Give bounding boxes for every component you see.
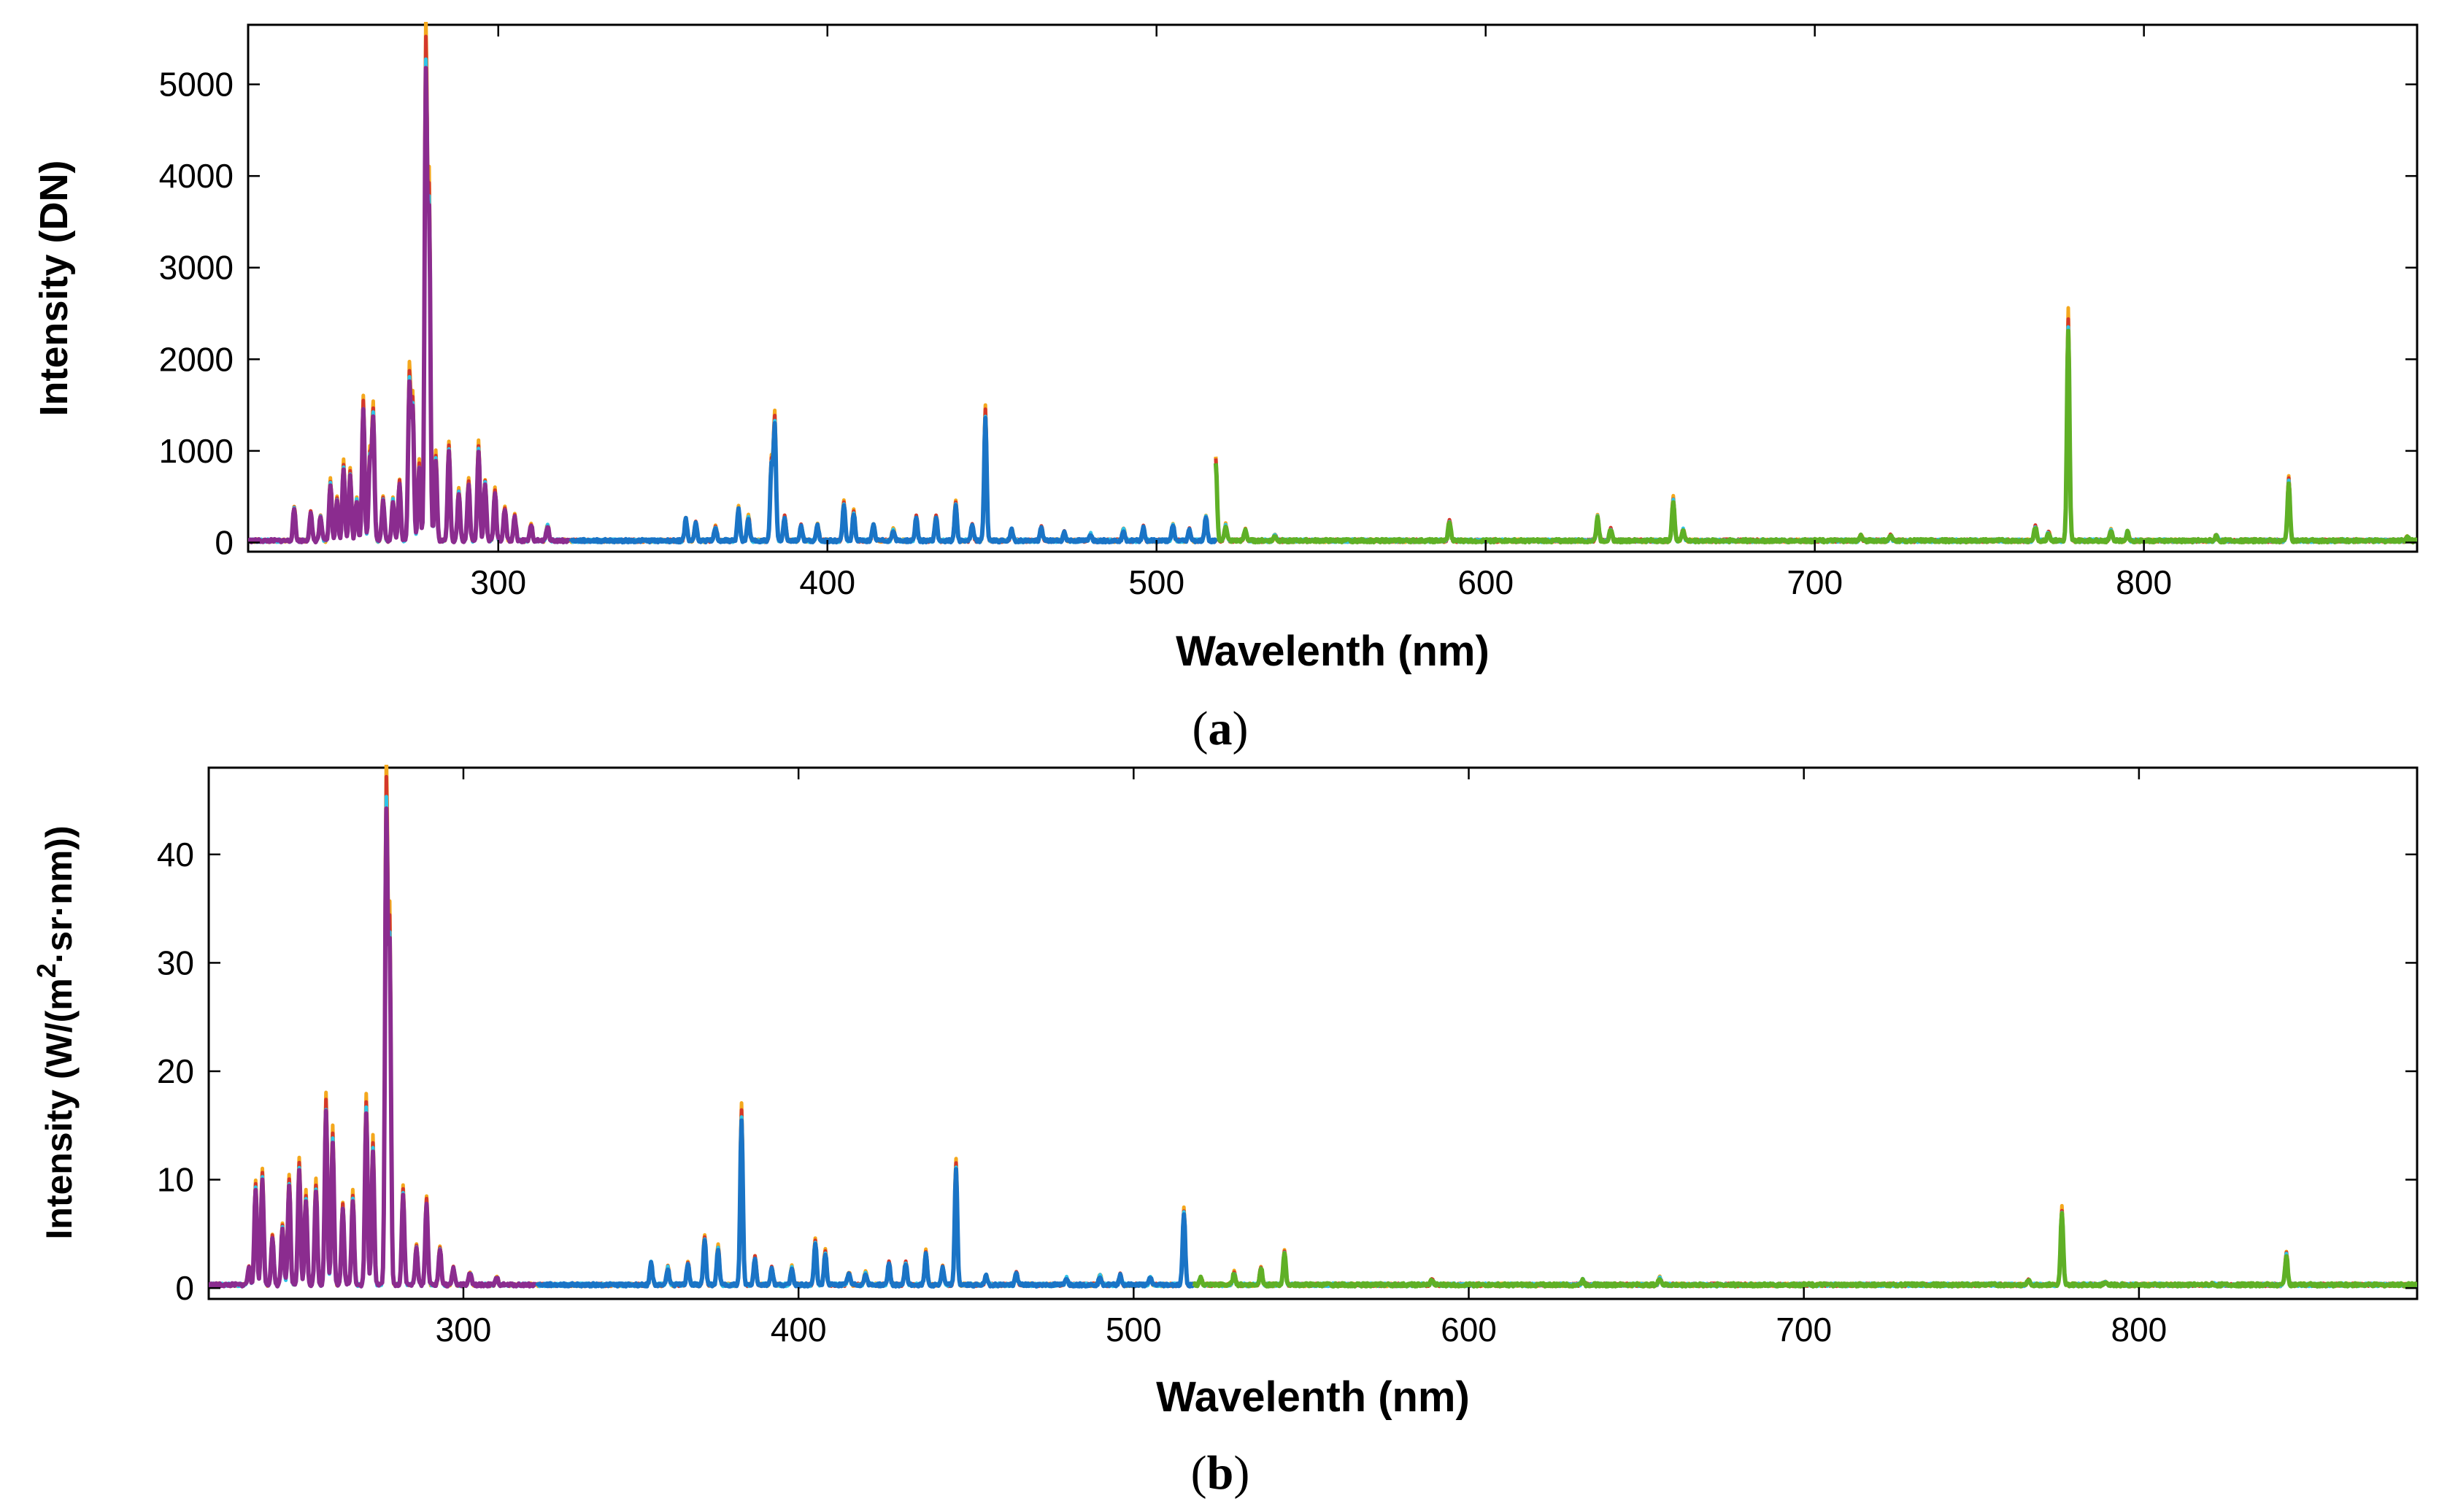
spectrum-blue xyxy=(535,1101,1196,1289)
panel-b-y-axis-label-suffix: ·sr·nm)) xyxy=(39,825,80,963)
panel-b-ticks xyxy=(209,768,2417,1299)
panel-a-spectra xyxy=(248,22,2417,545)
x-tick-label: 300 xyxy=(436,1311,492,1349)
y-tick-label: 5000 xyxy=(159,66,234,104)
y-tick-label: 1000 xyxy=(159,432,234,470)
y-tick-label: 3000 xyxy=(159,249,234,287)
y-tick-label: 30 xyxy=(157,944,194,981)
spectrum-blue xyxy=(569,403,1218,545)
panel-b-caption-close: ) xyxy=(1233,1446,1249,1500)
panel-b-x-axis-label: Wavelenth (nm) xyxy=(1156,1373,1470,1421)
spectrum-green xyxy=(1192,1203,2417,1289)
panel-b-y-axis-label-superscript: 2 xyxy=(31,963,61,978)
main-trace xyxy=(535,1118,1196,1289)
panel-a-caption-close: ) xyxy=(1233,702,1249,755)
main-trace xyxy=(569,415,1218,545)
x-tick-label: 400 xyxy=(799,563,855,601)
panel-a-y-axis-label: Intensity (DN) xyxy=(32,161,76,417)
panel-b-y-axis-label: Intensity (W/(m2·sr·nm)) xyxy=(31,825,80,1239)
x-tick-label: 600 xyxy=(1457,563,1514,601)
panel-a-caption-letter: a xyxy=(1209,702,1233,755)
x-tick-label: 700 xyxy=(1787,563,1843,601)
panel-b: 300 400 500 600 700 800 0 10 20 30 40 Wavelenth (… xyxy=(31,765,2419,1500)
panel-b-plot-frame xyxy=(207,766,2419,1300)
main-trace xyxy=(248,66,572,544)
y-tick-label: 40 xyxy=(157,836,194,873)
spectrum-green xyxy=(1213,306,2417,545)
main-trace xyxy=(1213,328,2417,545)
x-tick-label: 800 xyxy=(2111,1311,2168,1349)
spectrum-magenta xyxy=(209,765,539,1289)
spectrum-magenta xyxy=(248,22,572,544)
y-tick-label: 0 xyxy=(175,1269,194,1307)
y-tick-label: 2000 xyxy=(159,340,234,378)
panel-a-x-tick-labels: 300 400 500 600 700 800 xyxy=(470,563,2172,601)
panel-a-caption: (a) xyxy=(1192,702,1249,755)
panel-b-caption-open: ( xyxy=(1191,1446,1207,1500)
panel-a-series-group xyxy=(248,22,2417,545)
x-tick-label: 800 xyxy=(2116,563,2172,601)
x-tick-label: 300 xyxy=(470,563,526,601)
panel-b-y-axis-label-main: Intensity (W/(m xyxy=(39,978,80,1239)
main-trace xyxy=(1192,1211,2417,1289)
panel-a-ticks xyxy=(248,25,2417,552)
panel-a-x-axis-label: Wavelenth (nm) xyxy=(1176,628,1490,675)
x-tick-label: 600 xyxy=(1441,1311,1497,1349)
panel-a-y-tick-labels: 0 1000 2000 3000 4000 5000 xyxy=(159,66,234,562)
x-tick-label: 500 xyxy=(1106,1311,1162,1349)
y-tick-label: 0 xyxy=(215,523,234,561)
main-trace xyxy=(209,806,539,1289)
x-tick-label: 500 xyxy=(1128,563,1184,601)
panel-b-x-tick-labels: 300 400 500 600 700 800 xyxy=(436,1311,2168,1349)
panel-a-caption-open: ( xyxy=(1192,702,1209,755)
panel-a-plot-frame xyxy=(247,23,2419,553)
panel-b-spectra xyxy=(209,765,2417,1289)
panel-b-series-group xyxy=(209,765,2417,1289)
y-tick-label: 4000 xyxy=(159,157,234,195)
x-tick-label: 700 xyxy=(1776,1311,1832,1349)
x-tick-label: 400 xyxy=(771,1311,827,1349)
y-tick-label: 10 xyxy=(157,1161,194,1199)
panel-b-y-tick-labels: 0 10 20 30 40 xyxy=(157,836,194,1307)
y-tick-label: 20 xyxy=(157,1052,194,1090)
panel-a: 300 400 500 600 700 800 0 1000 2000 3000 4000 5000… xyxy=(32,22,2419,755)
panel-b-caption-letter: b xyxy=(1207,1446,1234,1500)
panel-b-caption: (b) xyxy=(1191,1446,1250,1500)
